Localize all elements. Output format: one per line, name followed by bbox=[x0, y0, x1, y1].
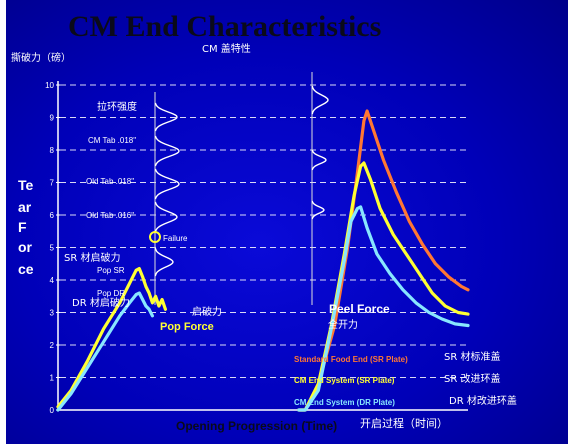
chart-title: CM End Characteristics bbox=[68, 10, 381, 43]
distribution-curves bbox=[154, 85, 329, 277]
y-tick-label-3: 3 bbox=[50, 309, 55, 318]
axes bbox=[57, 81, 468, 411]
peel-distribution-curve-1 bbox=[311, 149, 327, 171]
peel-force-label: Peel Force bbox=[329, 302, 390, 316]
peel-distribution-curve-0 bbox=[311, 85, 329, 115]
y-axis-label-part-4: ce bbox=[18, 261, 34, 277]
y-tick-label-8: 8 bbox=[50, 146, 55, 155]
legend-cm-end-sr-cn: SR 改进环盖 bbox=[444, 372, 500, 385]
y-tick-label-6: 6 bbox=[50, 211, 55, 220]
legend-cm-end-dr: CM End System (DR Plate) bbox=[294, 398, 395, 407]
y-ticks: 0 1 2 3 4 5 6 7 8 9 10 bbox=[45, 81, 60, 415]
pop-distribution-curve-2 bbox=[154, 168, 180, 200]
legend-standard-food-end-cn: SR 材标准盖 bbox=[444, 350, 500, 363]
distribution-label-old-tab-018: Old Tab .018" bbox=[86, 177, 134, 186]
y-tick-label-5: 5 bbox=[50, 244, 55, 253]
pop-sr-label-cn: SR 材启破力 bbox=[64, 251, 120, 264]
y-axis-label-part-2: F bbox=[18, 219, 27, 235]
pop-dr-label-cn: DR 材启破力 bbox=[72, 296, 130, 309]
chart-subtitle: CM 盖特性 bbox=[202, 42, 251, 55]
distribution-label-cn: 拉环强度 bbox=[97, 100, 137, 113]
y-tick-label-0: 0 bbox=[50, 406, 55, 415]
distribution-label-cm-tab: CM Tab .018" bbox=[88, 136, 136, 145]
failure-marker bbox=[149, 231, 161, 243]
y-tick-label-2: 2 bbox=[50, 341, 55, 350]
y-tick-label-9: 9 bbox=[50, 114, 55, 123]
y-axis-label-cn: 撕破力（磅） bbox=[11, 51, 71, 64]
series-line-2-segment-0 bbox=[56, 291, 154, 412]
y-axis-label-part-3: or bbox=[18, 239, 33, 255]
y-tick-label-4: 4 bbox=[50, 276, 55, 285]
distribution-label-old-tab-016: Old Tab .016" bbox=[86, 211, 134, 220]
y-axis-label-part-0: Te bbox=[18, 177, 34, 193]
pop-distribution-curve-0 bbox=[154, 102, 178, 132]
chart-canvas: CM End Characteristics CM 盖特性 撕破力（磅） 0 1 2… bbox=[11, 10, 517, 433]
peel-force-label-cn: 全开力 bbox=[328, 318, 358, 331]
grid-lines bbox=[60, 84, 468, 378]
pop-distribution-curve-1 bbox=[154, 135, 180, 167]
pop-distribution-curve-4 bbox=[154, 247, 174, 277]
y-tick-label-1: 1 bbox=[50, 374, 55, 383]
y-axis-label-part-1: ar bbox=[18, 199, 32, 215]
y-tick-label-7: 7 bbox=[50, 179, 55, 188]
pop-dr-label: Pop DR bbox=[97, 289, 125, 298]
legend-standard-food-end: Standard Food End (SR Plate) bbox=[294, 355, 408, 364]
y-tick-label-10: 10 bbox=[45, 81, 54, 90]
peel-distribution-curve-2 bbox=[311, 200, 325, 220]
pop-distribution-curve-3 bbox=[154, 201, 178, 233]
legend-cm-end-sr: CM End System (SR Plate) bbox=[294, 376, 395, 385]
pop-force-label-cn: 启破力 bbox=[192, 305, 222, 318]
x-axis-label-cn: 开启过程（时间） bbox=[360, 417, 448, 430]
series-lines bbox=[56, 109, 470, 412]
pop-sr-label: Pop SR bbox=[97, 266, 125, 275]
series-line-1-segment-0 bbox=[56, 267, 167, 409]
pop-force-label: Pop Force bbox=[160, 321, 214, 333]
y-axis-label: Te ar For ce bbox=[18, 177, 34, 277]
series-line-2-segment-1 bbox=[297, 205, 470, 412]
failure-label: Failure bbox=[163, 234, 188, 243]
x-axis-label: Opening Progression (Time) bbox=[176, 419, 337, 433]
legend-cm-end-dr-cn: DR 材改进环盖 bbox=[449, 394, 517, 407]
series-line-1-segment-1 bbox=[297, 161, 470, 412]
